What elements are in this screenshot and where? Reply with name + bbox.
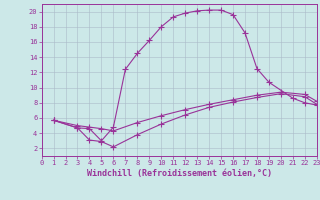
X-axis label: Windchill (Refroidissement éolien,°C): Windchill (Refroidissement éolien,°C)	[87, 169, 272, 178]
